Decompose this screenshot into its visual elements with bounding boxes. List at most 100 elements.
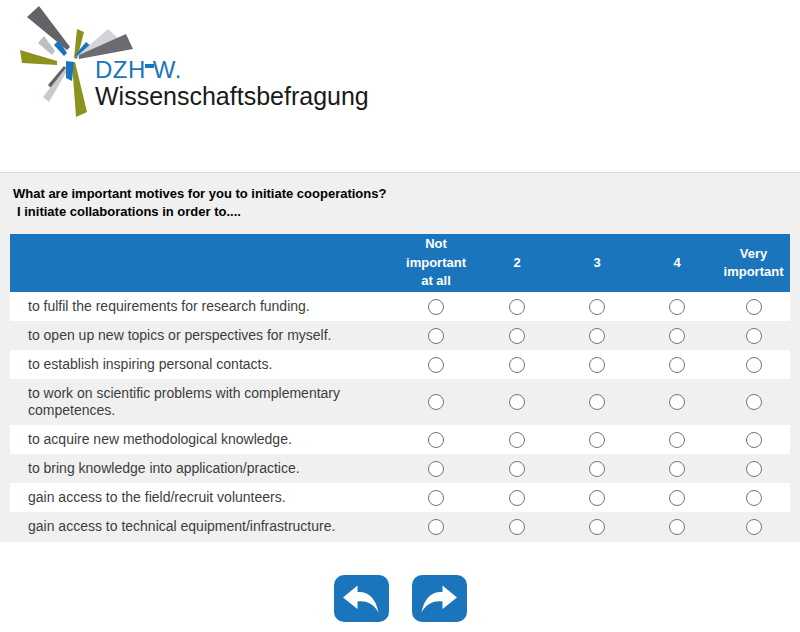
radio-cell [477,454,557,483]
radio-button[interactable] [428,328,444,344]
radio-cell [395,292,477,321]
table-row: to work on scientific problems with comp… [10,379,790,425]
logo-text: DZHW. Wissenschaftsbefragung [95,57,415,109]
radio-cell [395,321,477,350]
arrow-back-icon [342,584,380,614]
radio-button[interactable] [509,432,525,448]
radio-button[interactable] [509,328,525,344]
radio-button[interactable] [428,490,444,506]
column-header: 3 [557,234,637,292]
radio-button[interactable] [589,461,605,477]
header-label-spacer [10,234,395,292]
matrix-rows: to fulfil the requirements for research … [10,292,790,541]
radio-cell [557,321,637,350]
table-row: to acquire new methodological knowledge. [10,425,790,454]
logo-title: DZHW. [95,57,415,83]
radio-button[interactable] [746,490,762,506]
radio-button[interactable] [509,490,525,506]
radio-cell [477,321,557,350]
radio-cell [717,512,790,541]
back-button[interactable] [334,575,389,622]
question-line1: What are important motives for you to in… [13,185,800,203]
row-label: gain access to the field/recruit volunte… [10,483,395,512]
radio-button[interactable] [669,357,685,373]
radio-cell [395,512,477,541]
radio-button[interactable] [746,432,762,448]
radio-button[interactable] [509,519,525,535]
radio-button[interactable] [589,328,605,344]
radio-cell [637,483,717,512]
radio-button[interactable] [428,519,444,535]
radio-button[interactable] [428,432,444,448]
radio-cell [557,512,637,541]
radio-button[interactable] [589,519,605,535]
radio-button[interactable] [428,357,444,373]
forward-button[interactable] [412,575,467,622]
radio-cell [717,292,790,321]
radio-cell [557,379,637,425]
column-header: 4 [637,234,717,292]
radio-button[interactable] [746,394,762,410]
radio-button[interactable] [509,461,525,477]
radio-cell [395,425,477,454]
radio-cell [477,425,557,454]
matrix-table: Not important at all234Very important to… [10,234,790,541]
row-label: to bring knowledge into application/prac… [10,454,395,483]
radio-button[interactable] [428,299,444,315]
matrix-header: Not important at all234Very important [10,234,790,292]
radio-cell [557,292,637,321]
row-label: to open up new topics or perspectives fo… [10,321,395,350]
radio-cell [395,483,477,512]
radio-cell [637,454,717,483]
radio-cell [637,350,717,379]
question-text: What are important motives for you to in… [0,173,800,221]
radio-button[interactable] [428,394,444,410]
radio-cell [395,350,477,379]
radio-button[interactable] [589,299,605,315]
radio-button[interactable] [589,432,605,448]
arrow-forward-icon [420,584,458,614]
survey-page: DZHW. Wissenschaftsbefragung What are im… [0,0,800,632]
row-label: to establish inspiring personal contacts… [10,350,395,379]
radio-button[interactable] [669,299,685,315]
table-row: gain access to the field/recruit volunte… [10,483,790,512]
radio-cell [717,350,790,379]
radio-button[interactable] [509,357,525,373]
table-row: gain access to technical equipment/infra… [10,512,790,541]
column-header: Very important [717,234,790,292]
question-line2: I initiate collaborations in order to...… [13,203,800,221]
radio-cell [717,425,790,454]
row-label: to fulfil the requirements for research … [10,292,395,321]
radio-button[interactable] [669,519,685,535]
radio-button[interactable] [428,461,444,477]
radio-button[interactable] [669,461,685,477]
radio-cell [637,512,717,541]
row-label: gain access to technical equipment/infra… [10,512,395,541]
radio-button[interactable] [746,328,762,344]
radio-button[interactable] [589,357,605,373]
radio-cell [477,292,557,321]
radio-button[interactable] [746,299,762,315]
radio-button[interactable] [669,394,685,410]
row-label: to acquire new methodological knowledge. [10,425,395,454]
row-label: to work on scientific problems with comp… [10,379,395,425]
site-header: DZHW. Wissenschaftsbefragung [0,0,800,172]
radio-button[interactable] [746,461,762,477]
radio-cell [717,483,790,512]
radio-cell [717,321,790,350]
radio-button[interactable] [509,394,525,410]
radio-button[interactable] [669,432,685,448]
radio-button[interactable] [589,394,605,410]
dzhw-logo: DZHW. Wissenschaftsbefragung [10,5,145,129]
radio-cell [637,292,717,321]
radio-button[interactable] [589,490,605,506]
radio-button[interactable] [509,299,525,315]
radio-button[interactable] [669,328,685,344]
radio-button[interactable] [669,490,685,506]
logo-subtitle: Wissenschaftsbefragung [95,83,415,109]
radio-cell [717,454,790,483]
radio-button[interactable] [746,357,762,373]
radio-button[interactable] [746,519,762,535]
radio-cell [477,379,557,425]
nav-buttons [0,575,800,622]
